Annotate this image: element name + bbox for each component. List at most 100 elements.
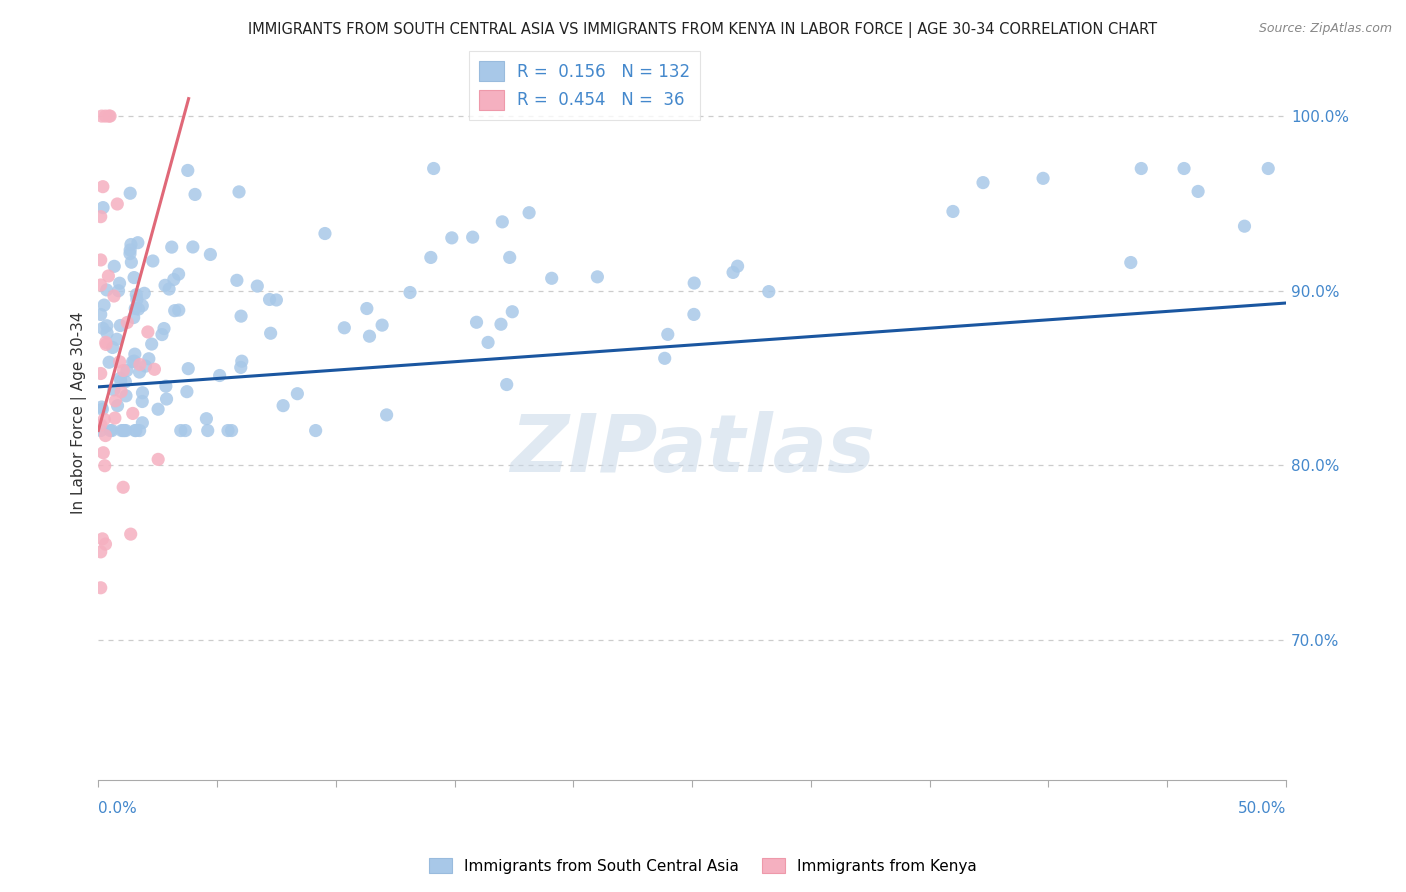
Point bbox=[972, 176, 994, 190]
Point bbox=[125, 293, 148, 307]
Point bbox=[90, 424, 112, 438]
Point bbox=[90, 545, 112, 559]
Point bbox=[90, 252, 112, 267]
Point bbox=[495, 377, 517, 392]
Point bbox=[143, 362, 166, 376]
Point bbox=[231, 354, 253, 368]
Point bbox=[122, 270, 145, 285]
Point bbox=[98, 424, 121, 438]
Point bbox=[200, 247, 222, 261]
Point bbox=[167, 303, 190, 318]
Point bbox=[127, 235, 149, 250]
Point bbox=[146, 402, 169, 417]
Point bbox=[221, 424, 243, 438]
Point bbox=[112, 424, 135, 438]
Point bbox=[93, 298, 115, 312]
Point bbox=[266, 293, 288, 307]
Point bbox=[259, 326, 281, 341]
Point bbox=[1119, 255, 1142, 269]
Point bbox=[103, 383, 125, 397]
Point bbox=[422, 161, 444, 176]
Point bbox=[141, 337, 163, 351]
Point bbox=[683, 307, 706, 321]
Point bbox=[942, 204, 965, 219]
Point bbox=[103, 289, 125, 303]
Point bbox=[142, 254, 165, 268]
Legend: R =  0.156   N = 132, R =  0.454   N =  36: R = 0.156 N = 132, R = 0.454 N = 36 bbox=[470, 51, 700, 120]
Point bbox=[1032, 171, 1054, 186]
Point bbox=[112, 363, 135, 377]
Text: Source: ZipAtlas.com: Source: ZipAtlas.com bbox=[1258, 22, 1392, 36]
Text: ZIPatlas: ZIPatlas bbox=[509, 410, 875, 489]
Point bbox=[110, 371, 132, 385]
Point bbox=[517, 205, 540, 219]
Point bbox=[105, 197, 128, 211]
Point bbox=[228, 185, 250, 199]
Point bbox=[170, 424, 193, 438]
Point bbox=[112, 480, 135, 494]
Point bbox=[1233, 219, 1256, 234]
Point bbox=[153, 321, 176, 335]
Point bbox=[98, 109, 121, 123]
Point bbox=[96, 283, 118, 297]
Point bbox=[1257, 161, 1279, 176]
Point bbox=[112, 424, 135, 438]
Point bbox=[181, 240, 204, 254]
Point bbox=[94, 537, 117, 551]
Point bbox=[399, 285, 422, 300]
Point bbox=[110, 318, 132, 333]
Point bbox=[90, 210, 112, 224]
Point bbox=[120, 255, 142, 269]
Point bbox=[91, 402, 114, 417]
Point bbox=[155, 379, 177, 393]
Point bbox=[304, 424, 326, 438]
Point bbox=[229, 309, 252, 323]
Point bbox=[217, 424, 239, 438]
Point bbox=[104, 411, 127, 425]
Point bbox=[90, 417, 112, 432]
Point bbox=[150, 327, 173, 342]
Point bbox=[465, 315, 488, 329]
Point bbox=[229, 360, 252, 375]
Point bbox=[111, 424, 134, 438]
Point bbox=[356, 301, 378, 316]
Point bbox=[110, 374, 132, 388]
Point bbox=[94, 335, 117, 350]
Point bbox=[540, 271, 562, 285]
Point bbox=[91, 201, 114, 215]
Point bbox=[333, 320, 356, 334]
Point bbox=[104, 393, 127, 408]
Point bbox=[103, 260, 125, 274]
Point bbox=[195, 411, 218, 425]
Point bbox=[115, 389, 138, 403]
Point bbox=[163, 303, 186, 318]
Point bbox=[461, 230, 484, 244]
Point bbox=[128, 358, 150, 372]
Point bbox=[375, 408, 398, 422]
Point bbox=[91, 446, 114, 460]
Point bbox=[117, 316, 139, 330]
Point bbox=[657, 327, 679, 342]
Point bbox=[246, 279, 269, 293]
Point bbox=[177, 361, 200, 376]
Point bbox=[131, 299, 153, 313]
Point bbox=[91, 321, 114, 335]
Point bbox=[90, 109, 112, 123]
Point bbox=[208, 368, 231, 383]
Point bbox=[163, 272, 186, 286]
Point bbox=[120, 186, 142, 201]
Point bbox=[491, 215, 513, 229]
Point bbox=[124, 347, 146, 361]
Point bbox=[440, 231, 463, 245]
Point bbox=[138, 351, 160, 366]
Point bbox=[153, 278, 176, 293]
Point bbox=[90, 581, 112, 595]
Point bbox=[107, 284, 129, 298]
Point bbox=[135, 359, 157, 373]
Point bbox=[271, 399, 294, 413]
Point bbox=[371, 318, 394, 332]
Point bbox=[176, 384, 198, 399]
Point bbox=[114, 424, 136, 438]
Legend: Immigrants from South Central Asia, Immigrants from Kenya: Immigrants from South Central Asia, Immi… bbox=[423, 852, 983, 880]
Point bbox=[155, 392, 177, 406]
